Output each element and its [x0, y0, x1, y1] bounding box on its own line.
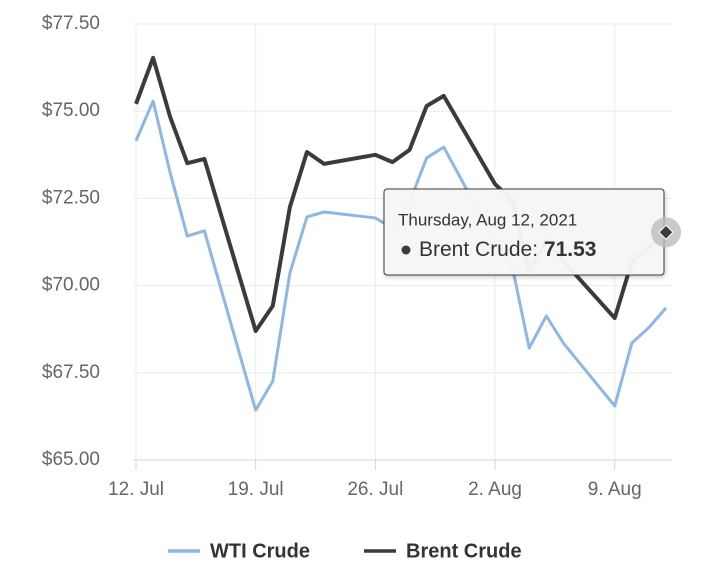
y-tick-label: $67.50 — [42, 362, 100, 383]
tooltip-label: Brent Crude: 71.53 — [419, 238, 596, 261]
tooltip-value: 71.53 — [544, 238, 597, 261]
y-tick-label: $72.50 — [42, 187, 100, 208]
tooltip-title: Thursday, Aug 12, 2021 — [398, 210, 577, 229]
x-tick-label: 19. Jul — [228, 479, 284, 500]
y-tick-label: $65.00 — [42, 449, 100, 470]
legend-item[interactable]: Brent Crude — [364, 540, 522, 562]
hover-marker — [658, 224, 674, 240]
x-tick-label: 2. Aug — [468, 479, 522, 500]
tooltip-series: Brent Crude: — [419, 238, 538, 261]
y-tick-label: $70.00 — [42, 275, 100, 296]
x-tick-label: 26. Jul — [347, 479, 403, 500]
x-tick-label: 9. Aug — [588, 479, 642, 500]
legend-label: WTI Crude — [210, 540, 310, 562]
legend-label: Brent Crude — [406, 540, 522, 562]
tooltip: Thursday, Aug 12, 2021 Brent Crude: 71.5… — [383, 188, 681, 276]
y-tick-label: $77.50 — [42, 13, 100, 34]
tooltip-bullet — [401, 245, 411, 255]
tooltip-box — [383, 188, 665, 276]
y-tick-label: $75.00 — [42, 100, 100, 121]
legend-item[interactable]: WTI Crude — [168, 540, 310, 562]
x-tick-label: 12. Jul — [108, 479, 164, 500]
